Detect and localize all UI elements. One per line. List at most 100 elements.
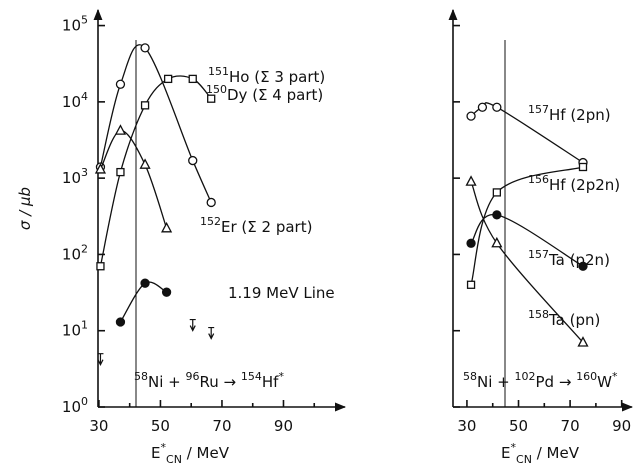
data-point [207,94,216,103]
superscript: * [612,370,618,383]
x-tick-label: 70 [212,417,231,435]
fit-curve [119,281,167,323]
tick-exponent: 3 [81,166,88,179]
data-point [115,317,126,327]
mass-number: 157 [528,248,549,261]
series-name: Hf (2p2n) [549,176,620,194]
data-point [577,336,589,347]
series-name: 1.19 MeV Line [228,284,335,302]
series-name: Ho (Σ 3 part) [229,68,325,86]
tick-base: 10 [62,17,81,35]
x-tick-label: 30 [457,417,476,435]
fit-curve [99,44,212,203]
data-point [492,188,501,197]
data-point [578,261,588,271]
mass-number: 152 [200,215,221,228]
rich-text: E*CN / MeV [151,441,230,466]
text-part: σ / μb [16,187,34,230]
data-point [492,102,502,112]
superscript: 154 [241,370,262,383]
text-part: Ru → [200,373,241,391]
series-label: 152Er (Σ 2 part) [200,215,312,236]
superscript: 160 [576,370,597,383]
fit-curve [99,129,168,229]
superscript: * [278,370,284,383]
data-point [140,101,150,110]
superscript: 58 [134,370,148,383]
x-tick-label: 50 [151,417,170,435]
x-tick-label: 90 [274,417,293,435]
text-part: Ni + [148,373,186,391]
tick-base: 10 [62,398,81,416]
rich-text: 58Ni + 96Ru → 154Hf* [134,370,284,391]
mass-number: 158 [528,308,549,321]
rich-text: σ / μb [16,187,34,230]
mass-number: 157 [528,103,549,116]
superscript: 96 [186,370,200,383]
data-point [116,167,125,177]
data-point [139,158,151,169]
tick-exponent: 1 [81,319,88,332]
text-part: W [597,373,612,391]
data-point [466,111,476,121]
tick-exponent: 2 [81,242,88,255]
tick-base: 10 [62,322,81,340]
series-name: Er (Σ 2 part) [221,218,312,236]
superscript: * [511,441,517,454]
series-label: 151Ho (Σ 3 part) [208,65,325,86]
tick-base: 10 [62,93,81,111]
data-point [140,278,150,288]
data-point [96,262,105,271]
data-point [477,102,488,112]
x-tick-label: 70 [561,417,580,435]
text-part: E [501,444,510,462]
series-label: 157Ta (p2n) [528,248,610,269]
series-label: 1.19 MeV Line [228,284,335,302]
data-point [163,74,173,84]
data-point [188,155,198,166]
text-part: Hf [262,373,279,391]
series-label: 158Ta (pn) [528,308,600,329]
data-point [115,79,126,89]
y-tick-label: 103 [62,166,88,187]
text-part: Pd → [536,373,577,391]
upper-limit [189,318,196,332]
x-tick-label: 90 [612,417,631,435]
superscript: 58 [463,370,477,383]
fit-curve [470,102,584,164]
data-point [161,221,173,233]
data-point [161,287,172,297]
data-point [206,197,216,208]
y-tick-label: 101 [62,319,88,340]
series-label: 156Hf (2p2n) [528,173,620,194]
data-point [465,175,477,186]
series-name: Ta (p2n) [548,251,610,269]
data-point [466,238,476,248]
series-label: 157Hf (2pn) [528,103,611,124]
tick-exponent: 5 [81,14,88,27]
y-tick-label: 104 [62,90,88,111]
rich-text: 58Ni + 102Pd → 160W* [463,370,618,391]
rich-text: E*CN / MeV [501,441,580,466]
x-tick-label: 30 [89,417,108,435]
text-part: / MeV [532,444,580,462]
y-tick-label: 100 [62,395,88,416]
data-point [94,163,107,174]
data-point [114,124,127,135]
subscript: CN [166,453,182,466]
series-name: Dy (Σ 4 part) [227,86,323,104]
tick-base: 10 [62,245,81,263]
upper-limit [97,353,104,367]
data-point [466,280,476,289]
y-tick-label: 105 [62,14,88,35]
tick-exponent: 4 [81,90,88,103]
text-part: / MeV [182,444,230,462]
upper-limit [208,326,215,340]
superscript: * [161,441,167,454]
series-name: Ta (pn) [548,311,600,329]
data-point [491,236,503,248]
subscript: CN [516,453,532,466]
text-part: E [151,444,160,462]
mass-number: 150 [206,83,227,96]
